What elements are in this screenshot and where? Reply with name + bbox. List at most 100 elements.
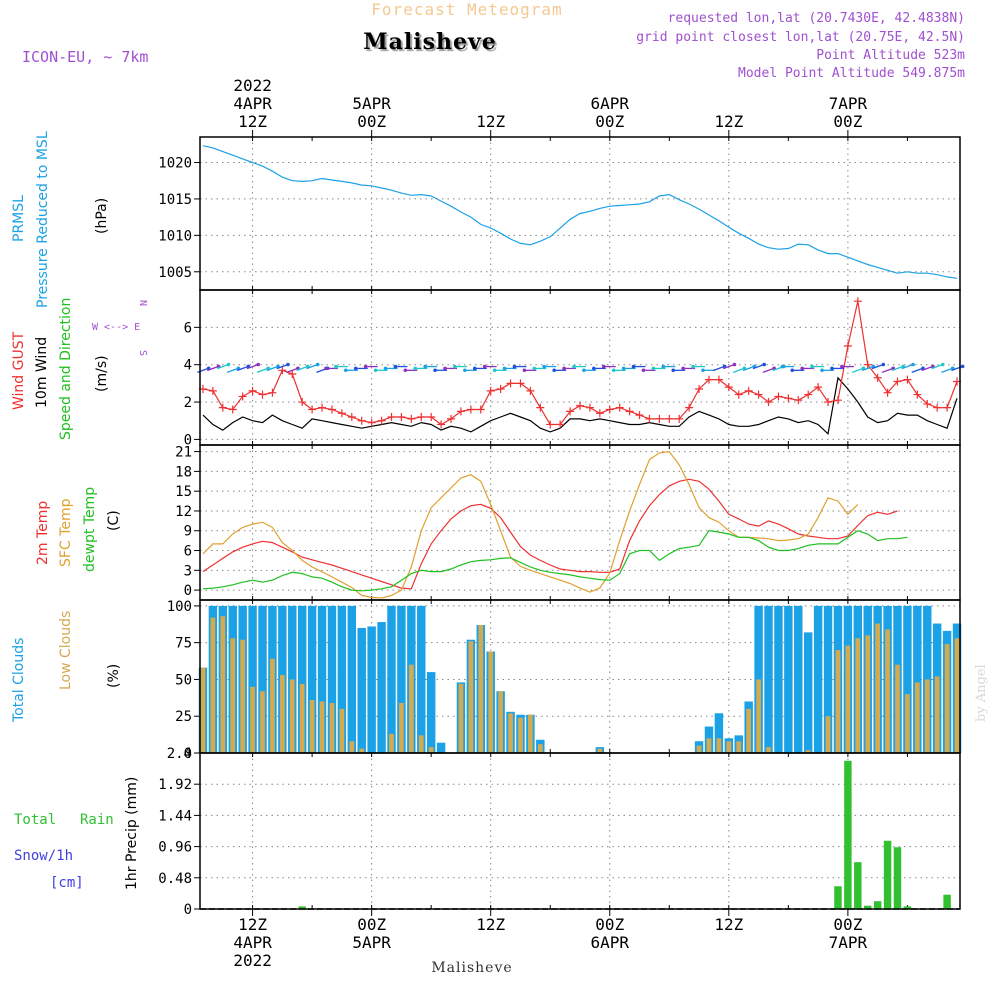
prmsl-label: PRMSL [11, 195, 27, 242]
y-tick-label: 12 [175, 504, 192, 520]
low-cloud-bar [260, 691, 265, 753]
low-cloud-bar [299, 683, 305, 753]
low-cloud-bar [329, 702, 335, 753]
footer-location: Malisheve [431, 960, 512, 976]
low-cloud-bar [597, 748, 603, 753]
wind-arrow-head [582, 368, 586, 373]
wind-arrow-head [562, 366, 566, 371]
time-label: 12Z [714, 915, 743, 934]
gust-marker [407, 414, 416, 423]
rain-bar [834, 886, 842, 909]
y-tick-label: 1005 [158, 265, 192, 281]
wind-arrow-head [820, 368, 824, 373]
y-tick-label: 25 [175, 709, 192, 725]
wind-arrow-head [433, 368, 437, 373]
wind-arrow-head [453, 364, 457, 369]
low-cloud-bar [944, 644, 950, 753]
wind-arrow-head [463, 368, 467, 373]
wind-arrow-head [423, 364, 427, 369]
clouds-panel: 0 25 50 75 100 [167, 599, 962, 762]
gust-marker [734, 390, 743, 399]
wind-direction-arrow [951, 365, 963, 372]
total-cloud-bar [297, 605, 307, 753]
wind-arrow-head [363, 364, 368, 369]
gust-marker [893, 377, 902, 386]
wind-arrow-head [315, 362, 320, 367]
total-cloud-bar [436, 742, 446, 753]
clouds-unit: (%) [106, 664, 122, 688]
gust-marker [318, 403, 327, 412]
low-cloud-bar [230, 638, 236, 753]
gust-marker [883, 388, 892, 397]
wind-direction-arrow [713, 365, 725, 372]
time-label: 00Z [833, 112, 862, 131]
time-label: 4APR [233, 933, 272, 952]
model-altitude: Model Point Altitude 549.875m [738, 66, 965, 81]
wind-arrow-head [226, 362, 231, 367]
time-label: 12Z [238, 915, 267, 934]
total-cloud-bar [317, 605, 327, 753]
dewpt-label: dewpt Temp [82, 487, 98, 572]
wind-direction-arrow [266, 365, 279, 372]
time-label: 7APR [829, 94, 868, 113]
compass-n: N [137, 300, 148, 306]
precipitation-panel: 0 0.48 0.96 1.44 1.92 2.4 [158, 746, 960, 918]
wind-arrow-head [621, 366, 626, 371]
wind-arrow-head [502, 366, 507, 371]
y-tick-label: 4 [184, 358, 192, 374]
wind-arrow-head [403, 368, 408, 373]
wind-arrow-head [651, 366, 656, 371]
low-cloud-bar [408, 664, 414, 753]
low-cloud-bar [934, 676, 940, 753]
wind-arrow-head [681, 366, 685, 371]
wind-arrow-head [532, 366, 537, 371]
wind-arrow-head [960, 364, 965, 369]
low-cloud-bar [270, 658, 275, 753]
low-cloud-bar [885, 629, 890, 753]
total-cloud-bar [764, 605, 773, 753]
precip-unit: 1hr Precip (mm) [124, 777, 140, 890]
wind-direction-arrow [881, 367, 894, 373]
gust-marker [675, 414, 684, 423]
wind-arrow-head [691, 364, 695, 369]
y-tick-label: 0 [184, 583, 192, 599]
wind-arrow-head [911, 362, 915, 367]
sfc-label: SFC Temp [58, 498, 74, 567]
low-cloud-bar [279, 675, 285, 753]
low-clouds-label: Low Clouds [58, 611, 74, 690]
time-label: 6APR [590, 94, 629, 113]
wind-arrow-head [492, 368, 497, 373]
wind-arrow-head [334, 364, 338, 369]
gridpoint-coords: grid point closest lon,lat (20.75E, 42.5… [636, 30, 965, 45]
low-cloud-bar [736, 741, 742, 753]
wind-direction-arrow [246, 363, 259, 370]
time-label: 12Z [238, 112, 267, 131]
gust-marker [655, 414, 664, 423]
time-label: 2022 [233, 76, 272, 95]
gust-marker [754, 390, 763, 399]
low-cloud-bar [845, 645, 851, 753]
low-cloud-bar [865, 635, 871, 753]
low-cloud-bar [498, 691, 503, 753]
wind-direction-arrow [752, 363, 765, 370]
wind-speed-line [202, 376, 958, 435]
rain-label: Rain [80, 812, 114, 828]
gust-marker [764, 398, 773, 407]
low-cloud-bar [835, 650, 841, 753]
wind-arrow-head [413, 366, 418, 371]
gust-marker [327, 405, 336, 414]
wind-direction-arrow [742, 365, 755, 372]
wind-arrow-head [522, 368, 527, 373]
gust-marker [466, 405, 475, 414]
y-tick-label: 18 [175, 464, 192, 480]
y-tick-label: 1015 [158, 192, 192, 208]
low-cloud-bar [399, 702, 404, 753]
compass-s: S [137, 350, 148, 356]
gust-marker [218, 403, 227, 412]
time-label: 5APR [352, 933, 391, 952]
wind-arrow-head [810, 364, 814, 369]
wind-direction-arrow [891, 365, 904, 372]
wind-panel: 0 2 4 6 [184, 290, 965, 448]
time-label: 00Z [595, 915, 624, 934]
gust-marker [714, 375, 723, 384]
